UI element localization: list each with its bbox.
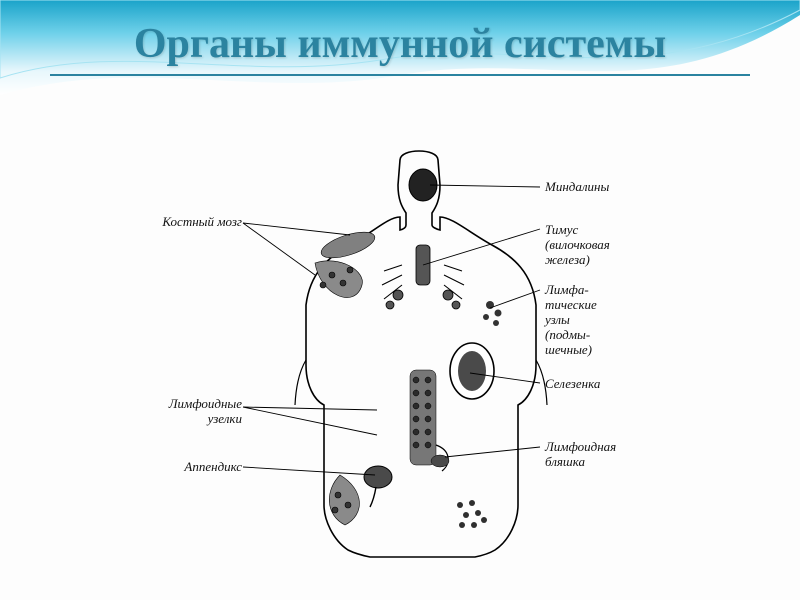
immune-system-diagram: Миндалины Костный мозг Тимус (вилочковая ж… bbox=[140, 145, 670, 565]
leader-bone-marrow-b bbox=[243, 223, 315, 275]
bone-marrow-shape bbox=[315, 227, 378, 298]
label-thymus: Тимус (вилочковая железа) bbox=[545, 223, 610, 268]
label-spleen: Селезенка bbox=[545, 377, 600, 392]
label-bone-marrow: Костный мозг bbox=[150, 215, 242, 230]
leader-appendix bbox=[243, 467, 375, 475]
lymph-nodules-shape bbox=[410, 370, 449, 471]
groin-dots bbox=[457, 500, 487, 528]
leader-lymph-nodules-b bbox=[243, 407, 377, 435]
leader-lymph-nodules bbox=[243, 407, 377, 410]
label-lymph-nodes: Лимфа- тические узлы (подмы- шечные) bbox=[545, 283, 597, 358]
appendix-shape bbox=[364, 466, 392, 507]
organs bbox=[315, 169, 502, 528]
leader-bone-marrow bbox=[243, 223, 350, 235]
label-appendix: Аппендикс bbox=[150, 460, 242, 475]
leader-lines bbox=[243, 185, 540, 475]
title-underline bbox=[50, 74, 750, 76]
label-tonsils: Миндалины bbox=[545, 180, 609, 195]
leader-lymph-nodes bbox=[490, 290, 540, 308]
thymus-shape bbox=[382, 245, 464, 309]
label-lymph-nodules: Лимфоидные узелки bbox=[150, 397, 242, 427]
label-lymph-plaque: Лимфоидная бляшка bbox=[545, 440, 616, 470]
leader-thymus bbox=[423, 229, 540, 265]
spleen-shape bbox=[450, 343, 494, 399]
leader-tonsils bbox=[430, 185, 540, 187]
leader-lymph-plaque bbox=[445, 447, 540, 457]
pelvis-shape bbox=[329, 475, 359, 525]
page-title: Органы иммунной системы bbox=[0, 20, 800, 68]
